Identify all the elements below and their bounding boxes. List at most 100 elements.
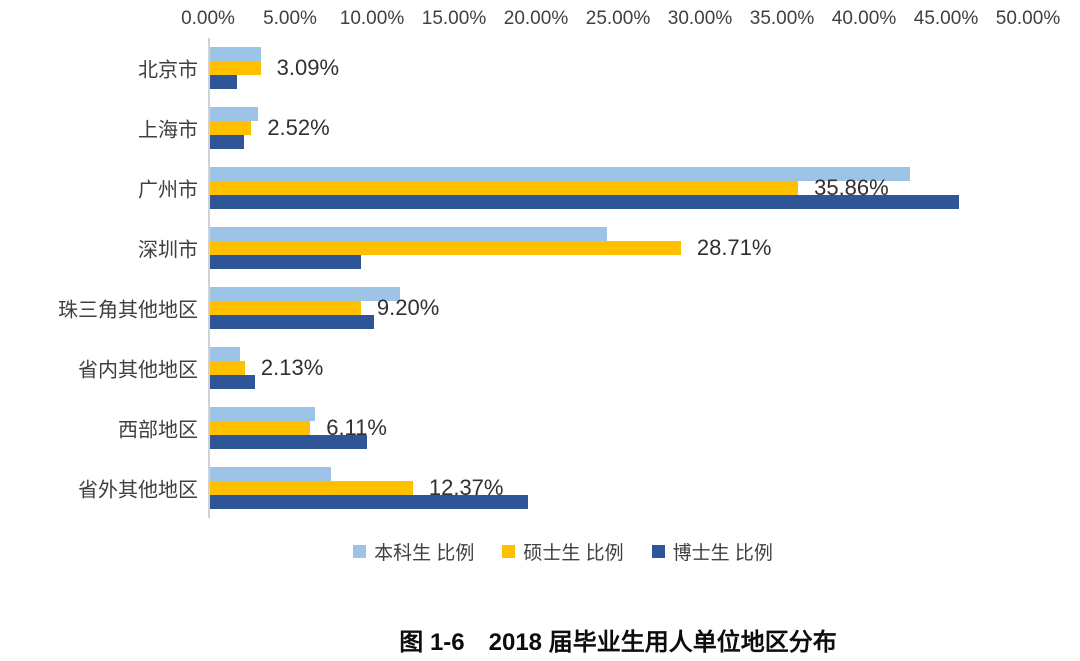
bar-doctor	[210, 315, 374, 329]
bar-undergrad	[210, 227, 607, 241]
bar-group: 省外其他地区 12.37%	[78, 458, 1030, 518]
data-label: 2.13%	[260, 355, 324, 380]
x-axis-tick-label: 45.00%	[913, 8, 979, 29]
legend-item-undergrad: 本科生 比例	[353, 538, 474, 565]
bar-slot: 12.37%	[210, 475, 1030, 500]
bar-group: 珠三角其他地区 9.20%	[58, 278, 1030, 338]
bar-master	[210, 421, 311, 435]
bar-slot: 28.71%	[210, 235, 1030, 260]
bar-slot: 3.09%	[210, 55, 1030, 80]
bar-slot: 2.13%	[210, 355, 1030, 380]
bar-undergrad	[210, 107, 259, 121]
bar-undergrad	[210, 287, 401, 301]
bar-undergrad	[210, 467, 332, 481]
bar-slot: 2.52%	[210, 115, 1030, 140]
bar-stack: 12.37%	[210, 458, 1030, 509]
bar-slot	[210, 167, 1030, 181]
bar-slot	[210, 375, 1030, 389]
bar-slot	[210, 287, 1030, 301]
bar-doctor	[210, 435, 368, 449]
plot-area: 北京市 3.09% 上海市 2.52% 广州市 35.86% 深圳市 28.71% 珠三角其他地…	[58, 38, 1030, 518]
bar-undergrad	[210, 47, 261, 61]
x-axis-tick-label: 10.00%	[339, 8, 405, 29]
x-axis-tick-label: 15.00%	[421, 8, 487, 29]
bar-slot	[210, 407, 1030, 421]
figure-caption: 图 1-6 2018 届毕业生用人单位地区分布	[158, 622, 1078, 657]
bar-doctor	[210, 135, 245, 149]
category-label: 珠三角其他地区	[58, 299, 198, 322]
bar-stack: 35.86%	[210, 158, 1030, 209]
bar-undergrad	[210, 167, 911, 181]
bar-slot	[210, 315, 1030, 329]
bar-group: 西部地区 6.11%	[118, 398, 1030, 458]
bar-slot	[210, 495, 1030, 509]
bar-doctor	[210, 195, 960, 209]
bar-slot: 35.86%	[210, 175, 1030, 200]
bar-stack: 2.52%	[210, 98, 1030, 149]
bar-stack: 2.13%	[210, 338, 1030, 389]
category-label: 深圳市	[138, 239, 198, 262]
bar-doctor	[210, 375, 256, 389]
bar-master	[210, 481, 413, 495]
bar-stack: 3.09%	[210, 38, 1030, 89]
bar-doctor	[210, 75, 238, 89]
data-label: 9.20%	[376, 295, 440, 320]
legend-label: 本科生 比例	[374, 542, 475, 564]
legend-label: 硕士生 比例	[523, 542, 624, 564]
bar-slot	[210, 195, 1030, 209]
bar-stack: 6.11%	[210, 398, 1030, 449]
bar-group: 深圳市 28.71%	[138, 218, 1030, 278]
x-axis-tick-label: 0.00%	[181, 8, 235, 29]
bar-master	[210, 301, 361, 315]
x-axis-tick-label: 50.00%	[995, 8, 1061, 29]
bar-doctor	[210, 495, 529, 509]
x-axis: 0.00% 5.00% 10.00% 15.00% 20.00% 25.00% 30.00%…	[181, 8, 1060, 32]
data-label: 3.09%	[276, 55, 340, 80]
category-label: 北京市	[138, 59, 198, 82]
legend-item-master: 硕士生 比例	[502, 538, 624, 565]
bar-master	[210, 121, 252, 135]
bar-group: 省内其他地区 2.13%	[78, 338, 1030, 398]
legend-swatch-icon	[502, 544, 516, 558]
x-axis-tick-label: 35.00%	[749, 8, 815, 29]
data-label: 28.71%	[696, 235, 772, 260]
category-label: 西部地区	[118, 419, 198, 442]
category-label: 广州市	[138, 179, 198, 202]
category-label: 上海市	[138, 119, 198, 142]
bar-group: 北京市 3.09%	[138, 38, 1030, 98]
bar-slot	[210, 227, 1030, 241]
bar-slot	[210, 467, 1030, 481]
legend-item-doctor: 博士生 比例	[651, 538, 773, 565]
bar-stack: 9.20%	[210, 278, 1030, 329]
bar-slot	[210, 47, 1030, 61]
x-axis-tick-label: 20.00%	[503, 8, 569, 29]
bar-master	[210, 241, 681, 255]
data-label: 2.52%	[267, 115, 330, 140]
bar-master	[210, 361, 245, 375]
bar-slot: 9.20%	[210, 295, 1030, 320]
bar-master	[210, 181, 799, 195]
x-axis-tick-label: 5.00%	[263, 8, 317, 29]
bar-slot	[210, 75, 1030, 89]
bar-group: 广州市 35.86%	[138, 158, 1030, 218]
legend-label: 博士生 比例	[672, 542, 773, 564]
x-axis-tick-label: 25.00%	[585, 8, 651, 29]
x-axis-tick-label: 40.00%	[831, 8, 897, 29]
legend-swatch-icon	[651, 544, 665, 558]
bar-doctor	[210, 255, 361, 269]
category-label: 省内其他地区	[78, 359, 198, 382]
legend: 本科生 比例 硕士生 比例 博士生 比例	[23, 536, 1080, 566]
bar-slot	[210, 135, 1030, 149]
bar-slot	[210, 107, 1030, 121]
bar-slot	[210, 347, 1030, 361]
legend-swatch-icon	[353, 544, 367, 558]
bar-stack: 28.71%	[210, 218, 1030, 269]
bar-group: 上海市 2.52%	[138, 98, 1030, 158]
bar-master	[210, 61, 261, 75]
bar-undergrad	[210, 347, 240, 361]
bar-slot	[210, 435, 1030, 449]
figure-caption-text: 图 1-6 2018 届毕业生用人单位地区分布	[399, 629, 837, 656]
bar-slot: 6.11%	[210, 415, 1030, 440]
bar-undergrad	[210, 407, 315, 421]
